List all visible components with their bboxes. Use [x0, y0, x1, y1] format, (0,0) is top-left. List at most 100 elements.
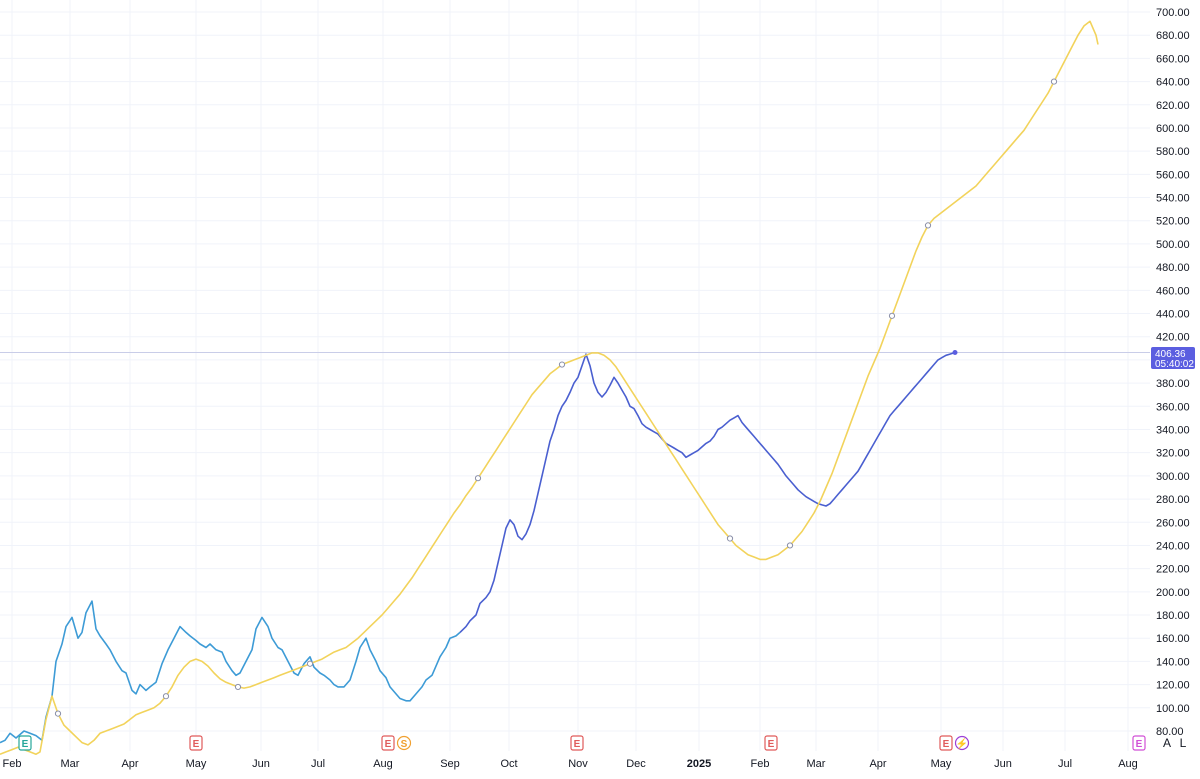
x-tick-label: Feb	[3, 758, 22, 770]
event-badge[interactable]: E	[764, 735, 778, 751]
auto-scale-button[interactable]: A	[1160, 735, 1174, 751]
y-tick-label: 460.00	[1156, 285, 1190, 297]
y-tick-label: 380.00	[1156, 378, 1190, 390]
last-price-countdown: 05:40:02	[1155, 359, 1194, 370]
y-tick-label: 320.00	[1156, 448, 1190, 460]
y-tick-label: 300.00	[1156, 471, 1190, 483]
series-line-1	[459, 351, 956, 633]
event-badges: E E E S E E E ⚡ E	[18, 735, 1146, 751]
event-badge-letter: S	[401, 739, 408, 750]
series-line-2	[0, 20, 1099, 756]
y-tick-label: 580.00	[1156, 146, 1190, 158]
event-point-marker[interactable]	[558, 361, 566, 368]
event-badge-frame	[1132, 735, 1146, 751]
y-tick-label: 100.00	[1156, 703, 1190, 715]
event-badge-frame	[939, 735, 953, 751]
event-badge[interactable]: E	[18, 735, 32, 751]
event-point-marker[interactable]	[54, 710, 62, 717]
event-badge[interactable]: ⚡	[954, 735, 970, 751]
log-scale-button[interactable]: L	[1176, 735, 1190, 751]
y-tick-label: 160.00	[1156, 633, 1190, 645]
y-tick-label: 240.00	[1156, 540, 1190, 552]
x-tick-label: Jul	[1058, 758, 1072, 770]
y-tick-label: 540.00	[1156, 193, 1190, 205]
y-tick-label: 220.00	[1156, 564, 1190, 576]
event-badge-frame	[396, 735, 412, 751]
event-badge-letter: ⚡	[956, 737, 968, 750]
y-tick-label: 180.00	[1156, 610, 1190, 622]
y-tick-label: 560.00	[1156, 169, 1190, 181]
y-tick-label: 340.00	[1156, 424, 1190, 436]
x-tick-label: Feb	[751, 758, 770, 770]
x-tick-label: Dec	[626, 758, 646, 770]
x-tick-label: Nov	[568, 758, 588, 770]
event-badge-letter: E	[193, 739, 200, 750]
y-tick-label: 680.00	[1156, 30, 1190, 42]
event-point-marker[interactable]	[474, 475, 482, 482]
y-tick-label: 280.00	[1156, 494, 1190, 506]
last-price-box	[1151, 347, 1195, 369]
event-point-marker[interactable]	[162, 693, 170, 700]
series-layer	[0, 20, 1099, 756]
y-tick-label: 440.00	[1156, 309, 1190, 321]
x-tick-label: May	[186, 758, 207, 770]
x-tick-label: Aug	[373, 758, 393, 770]
x-axis[interactable]: Feb Mar Apr May Jun Jul Aug Sep Oct Nov Dec 2025 Feb…	[3, 758, 1138, 770]
chart-grid	[0, 0, 1150, 751]
last-price-value: 406.36	[1155, 349, 1186, 360]
y-tick-label: 480.00	[1156, 262, 1190, 274]
x-tick-label: Mar	[61, 758, 80, 770]
event-badge-letter: E	[574, 739, 581, 750]
y-tick-label: 200.00	[1156, 587, 1190, 599]
event-badge-letter: E	[943, 739, 950, 750]
event-badge-frame	[18, 735, 32, 751]
y-tick-label: 660.00	[1156, 53, 1190, 65]
y-tick-label: 140.00	[1156, 656, 1190, 668]
x-tick-label: Sep	[440, 758, 460, 770]
event-badge-frame	[381, 735, 395, 751]
event-badge-letter: E	[1136, 739, 1143, 750]
x-tick-label: Apr	[869, 758, 886, 770]
x-tick-label: Aug	[1118, 758, 1138, 770]
y-tick-label: 640.00	[1156, 77, 1190, 89]
y-tick-label: 700.00	[1156, 7, 1190, 19]
y-tick-label: 620.00	[1156, 100, 1190, 112]
event-badge[interactable]: S	[396, 735, 412, 751]
x-tick-label: Jul	[311, 758, 325, 770]
x-tick-label: Apr	[121, 758, 138, 770]
y-tick-label: 260.00	[1156, 517, 1190, 529]
event-point-marker[interactable]	[1050, 78, 1058, 85]
event-badge[interactable]: E	[381, 735, 395, 751]
event-badge-letter: E	[385, 739, 392, 750]
event-point-marker[interactable]	[924, 222, 932, 229]
x-tick-label: May	[931, 758, 952, 770]
event-badge[interactable]: E	[1132, 735, 1146, 751]
event-badge-letter: E	[768, 739, 775, 750]
y-axis[interactable]: 700.00 680.00 660.00 640.00 620.00 600.00 580.…	[1156, 7, 1190, 738]
event-badge-frame	[189, 735, 203, 751]
y-tick-label: 600.00	[1156, 123, 1190, 135]
x-tick-label: Oct	[500, 758, 517, 770]
event-badge-letter: E	[22, 739, 29, 750]
y-tick-label: 420.00	[1156, 332, 1190, 344]
event-point-marker[interactable]	[786, 542, 794, 549]
event-badge[interactable]: E	[189, 735, 203, 751]
event-badge[interactable]: E	[939, 735, 953, 751]
x-tick-label: 2025	[687, 758, 711, 770]
x-tick-label: Jun	[994, 758, 1012, 770]
y-tick-label: 500.00	[1156, 239, 1190, 251]
x-tick-label: Jun	[252, 758, 270, 770]
y-tick-label: 120.00	[1156, 680, 1190, 692]
event-point-marker[interactable]	[234, 683, 242, 691]
event-point-marker[interactable]	[726, 535, 734, 542]
event-badge-frame	[954, 735, 970, 751]
x-tick-label: Mar	[807, 758, 826, 770]
series-line-0	[0, 600, 461, 744]
event-badge-frame	[570, 735, 584, 751]
event-point-marker[interactable]	[888, 312, 896, 319]
event-point-marker[interactable]	[306, 660, 314, 667]
y-tick-label: 520.00	[1156, 216, 1190, 228]
event-badge[interactable]: E	[570, 735, 584, 751]
last-price-label: 406.36 05:40:02	[1151, 347, 1195, 370]
